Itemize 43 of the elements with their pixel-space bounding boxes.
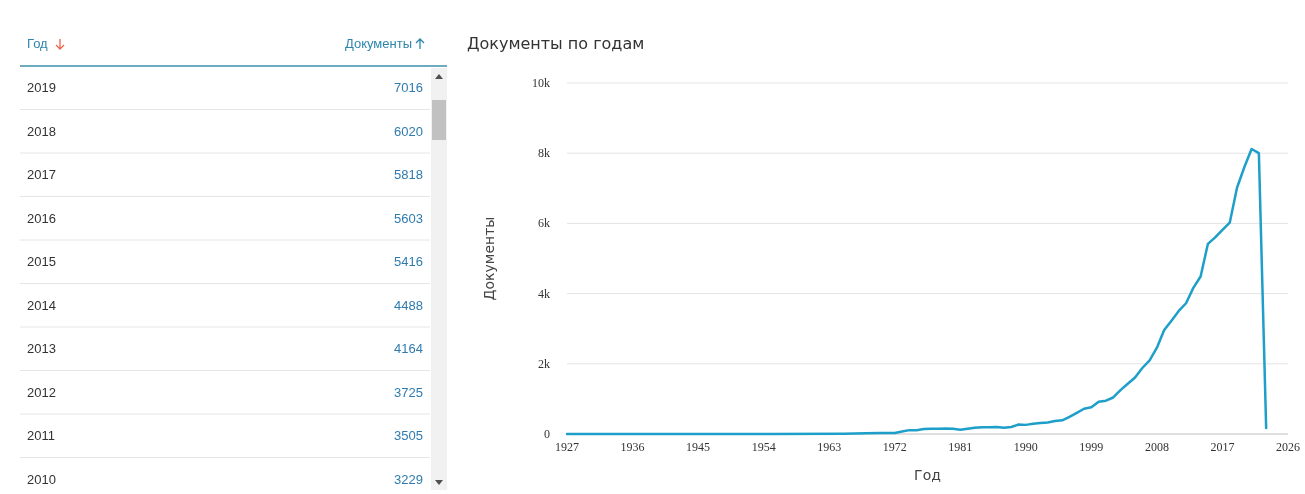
data-label: 6020 — [394, 123, 423, 139]
y-axis-title: Год — [27, 36, 49, 51]
y-axis-title: Документы — [481, 216, 497, 301]
y-tick-label: 2017 — [27, 167, 56, 182]
x-tick-label: 1981 — [948, 440, 973, 454]
data-label: 7016 — [394, 80, 423, 95]
y-tick-label: 2019 — [27, 80, 56, 95]
y-tick-label: 2014 — [27, 297, 56, 313]
data-label: 4488 — [394, 297, 423, 313]
line-series — [565, 147, 1268, 436]
x-tick-label: 1999 — [1079, 440, 1104, 454]
x-tick-label: 1990 — [1013, 440, 1038, 454]
y-tick-label: 4k — [538, 286, 550, 301]
data-label: 5818 — [394, 167, 423, 182]
x-tick-label: 1936 — [620, 440, 645, 454]
chart-title: Документы по годам — [467, 34, 645, 53]
x-tick-label: 2026 — [1276, 440, 1300, 454]
data-label: 3725 — [394, 384, 423, 400]
data-label: 5603 — [394, 210, 423, 226]
y-tick-label: 2015 — [27, 254, 56, 269]
x-tick-label: 1954 — [751, 440, 776, 454]
y-tick-label: 8k — [538, 146, 550, 161]
y-tick-label: 2k — [538, 356, 550, 371]
data-label: 3505 — [394, 428, 423, 443]
x-tick-label: 2008 — [1144, 440, 1169, 454]
y-tick-label: 2016 — [27, 210, 56, 226]
x-tick-label: 1945 — [686, 440, 711, 454]
y-tick-label: 2013 — [27, 341, 56, 356]
y-tick-label: 2010 — [27, 471, 56, 487]
x-tick-label: 1963 — [817, 440, 842, 454]
y-tick-label: 0 — [544, 427, 550, 441]
y-tick-label: 6k — [538, 216, 550, 231]
data-label: 5416 — [394, 254, 423, 269]
x-tick-label: 1927 — [555, 440, 579, 454]
x-tick-label: 2017 — [1210, 440, 1235, 454]
x-axis-title: Год — [914, 467, 941, 483]
y-tick-label: 10k — [532, 76, 550, 90]
data-label: 4164 — [394, 341, 423, 356]
x-tick-label: 1972 — [882, 440, 907, 454]
data-label: 3229 — [394, 471, 423, 487]
y-tick-label: 2011 — [27, 428, 55, 443]
y-tick-label: 2012 — [27, 384, 56, 400]
y-tick-label: 2018 — [27, 123, 56, 139]
